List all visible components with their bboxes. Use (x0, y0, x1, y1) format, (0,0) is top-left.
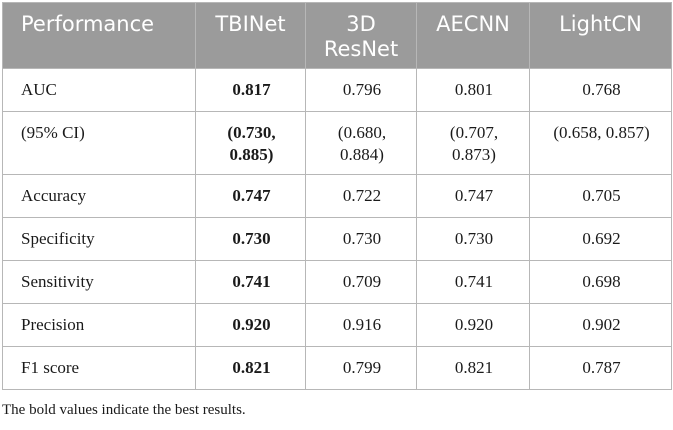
table-cell: 0.730 (416, 217, 530, 261)
table-cell: 0.741 (195, 260, 306, 304)
table-cell: 0.817 (195, 68, 306, 112)
table-cell: 0.916 (305, 303, 417, 347)
table-row: Specificity 0.730 0.730 0.730 0.692 (2, 217, 672, 261)
row-label: AUC (2, 68, 196, 112)
table-row: AUC 0.817 0.796 0.801 0.768 (2, 68, 672, 112)
table-cell: 0.722 (305, 174, 417, 218)
table-cell: (0.707, 0.873) (416, 111, 530, 175)
header-aecnn: AECNN (416, 2, 530, 69)
row-label: Sensitivity (2, 260, 196, 304)
table-cell: 0.709 (305, 260, 417, 304)
table-footnote: The bold values indicate the best result… (2, 402, 246, 418)
table-row: Precision 0.920 0.916 0.920 0.902 (2, 303, 672, 347)
table-cell: 0.821 (195, 346, 306, 390)
table-cell: 0.821 (416, 346, 530, 390)
table-cell: (0.680, 0.884) (305, 111, 417, 175)
table-cell: 0.920 (416, 303, 530, 347)
table-cell: 0.730 (195, 217, 306, 261)
table-cell: 0.796 (305, 68, 417, 112)
table-cell: 0.799 (305, 346, 417, 390)
table-cell: 0.741 (416, 260, 530, 304)
table-cell: 0.902 (529, 303, 672, 347)
table-row: Sensitivity 0.741 0.709 0.741 0.698 (2, 260, 672, 304)
table-cell: 0.692 (529, 217, 672, 261)
table-cell: 0.730 (305, 217, 417, 261)
row-label: Accuracy (2, 174, 196, 218)
table-cell: 0.747 (416, 174, 530, 218)
table-cell: 0.787 (529, 346, 672, 390)
row-label: (95% CI) (2, 111, 196, 175)
table-cell: 0.705 (529, 174, 672, 218)
table-cell: (0.658, 0.857) (529, 111, 672, 175)
header-performance: Performance (2, 2, 196, 69)
table-row: Accuracy 0.747 0.722 0.747 0.705 (2, 174, 672, 218)
row-label: Precision (2, 303, 196, 347)
header-row: Performance TBINet 3D ResNet AECNN Light… (2, 2, 672, 69)
row-label: Specificity (2, 217, 196, 261)
table-cell: (0.730, 0.885) (195, 111, 306, 175)
table-cell: 0.920 (195, 303, 306, 347)
performance-table-container: Performance TBINet 3D ResNet AECNN Light… (2, 2, 672, 419)
header-lightcn: LightCN (529, 2, 672, 69)
table-row: (95% CI) (0.730, 0.885) (0.680, 0.884) (… (2, 111, 672, 175)
table-cell: 0.801 (416, 68, 530, 112)
table-cell: 0.768 (529, 68, 672, 112)
performance-table: Performance TBINet 3D ResNet AECNN Light… (2, 2, 672, 390)
table-cell: 0.747 (195, 174, 306, 218)
table-cell: 0.698 (529, 260, 672, 304)
row-label: F1 score (2, 346, 196, 390)
header-3d-resnet: 3D ResNet (305, 2, 417, 69)
table-row: F1 score 0.821 0.799 0.821 0.787 (2, 346, 672, 390)
header-tbinet: TBINet (195, 2, 306, 69)
